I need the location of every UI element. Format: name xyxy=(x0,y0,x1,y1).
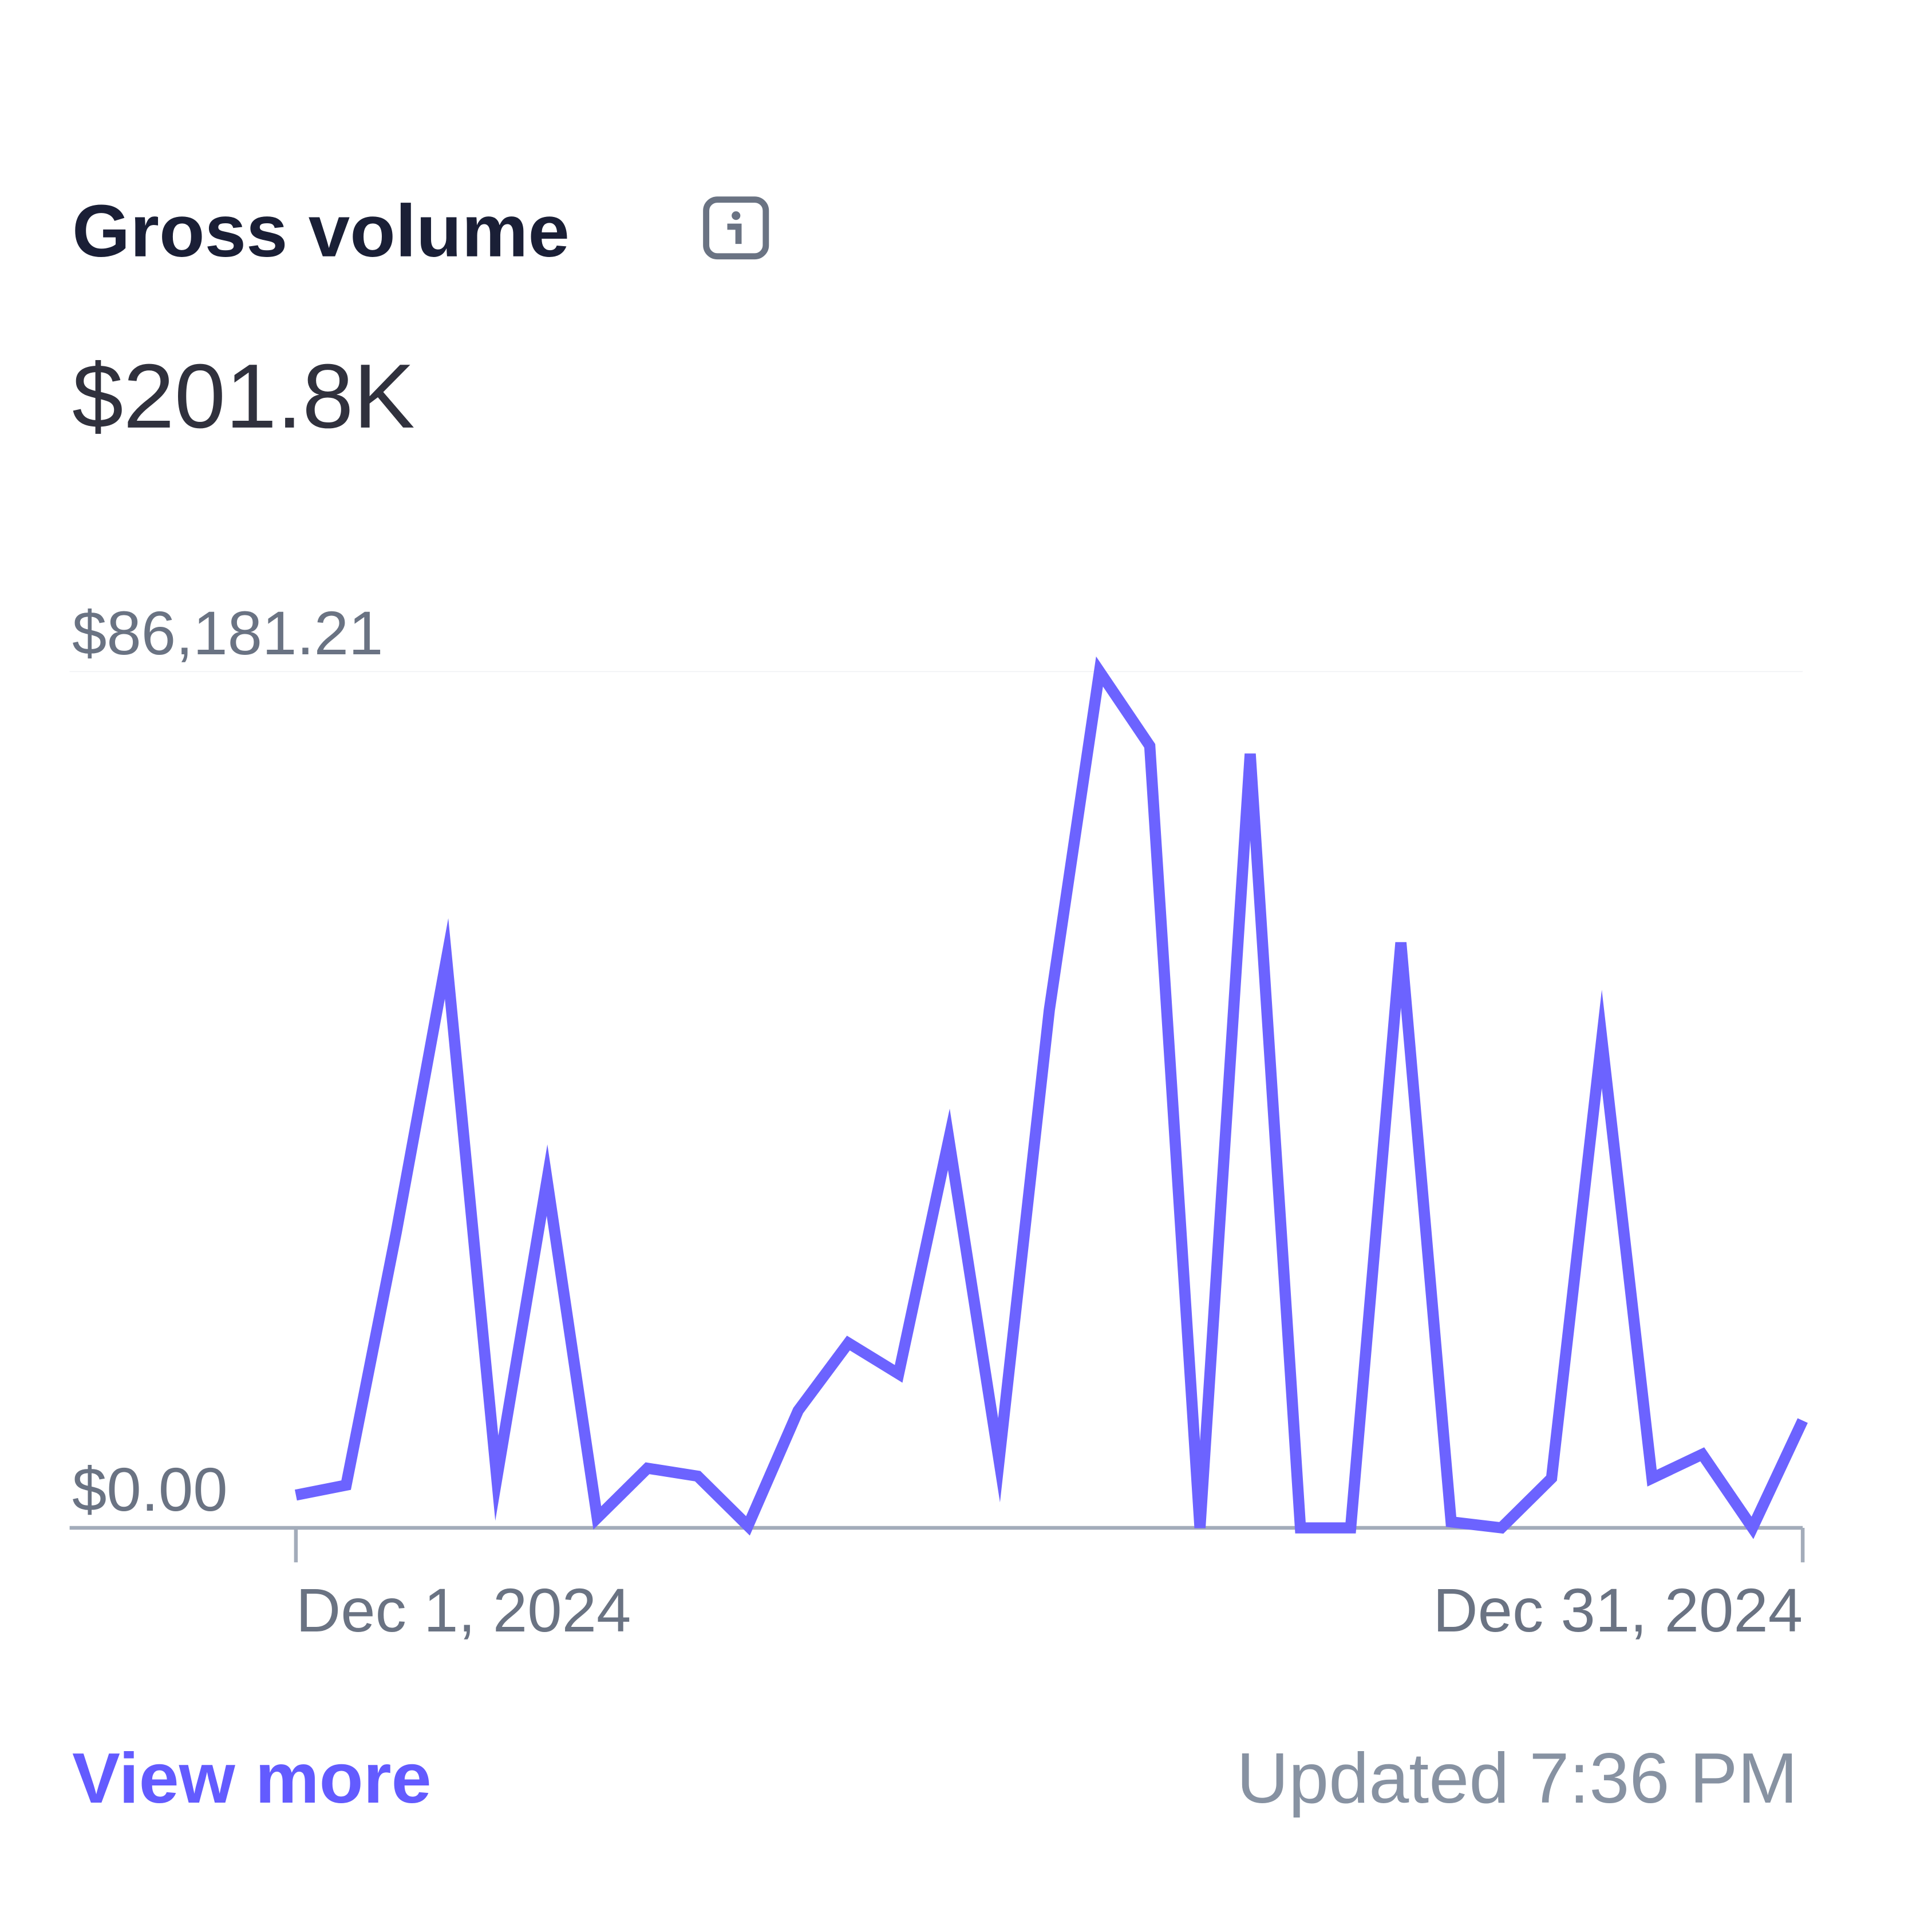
chart-title: Gross volume xyxy=(72,190,570,272)
y-tick-label: $0.00 xyxy=(72,1455,228,1523)
updated-time: Updated 7:36 PM xyxy=(1236,1738,1797,1818)
data-line xyxy=(294,656,1808,1539)
y-tick-label: $86,181.21 xyxy=(72,598,383,667)
x-tick-label: Dec 1, 2024 xyxy=(296,1575,631,1644)
total-value: $201.8K xyxy=(72,345,415,447)
info-icon[interactable] xyxy=(703,196,769,260)
view-more-link[interactable]: View more xyxy=(72,1738,432,1818)
x-tick-label: Dec 31, 2024 xyxy=(1433,1575,1803,1644)
